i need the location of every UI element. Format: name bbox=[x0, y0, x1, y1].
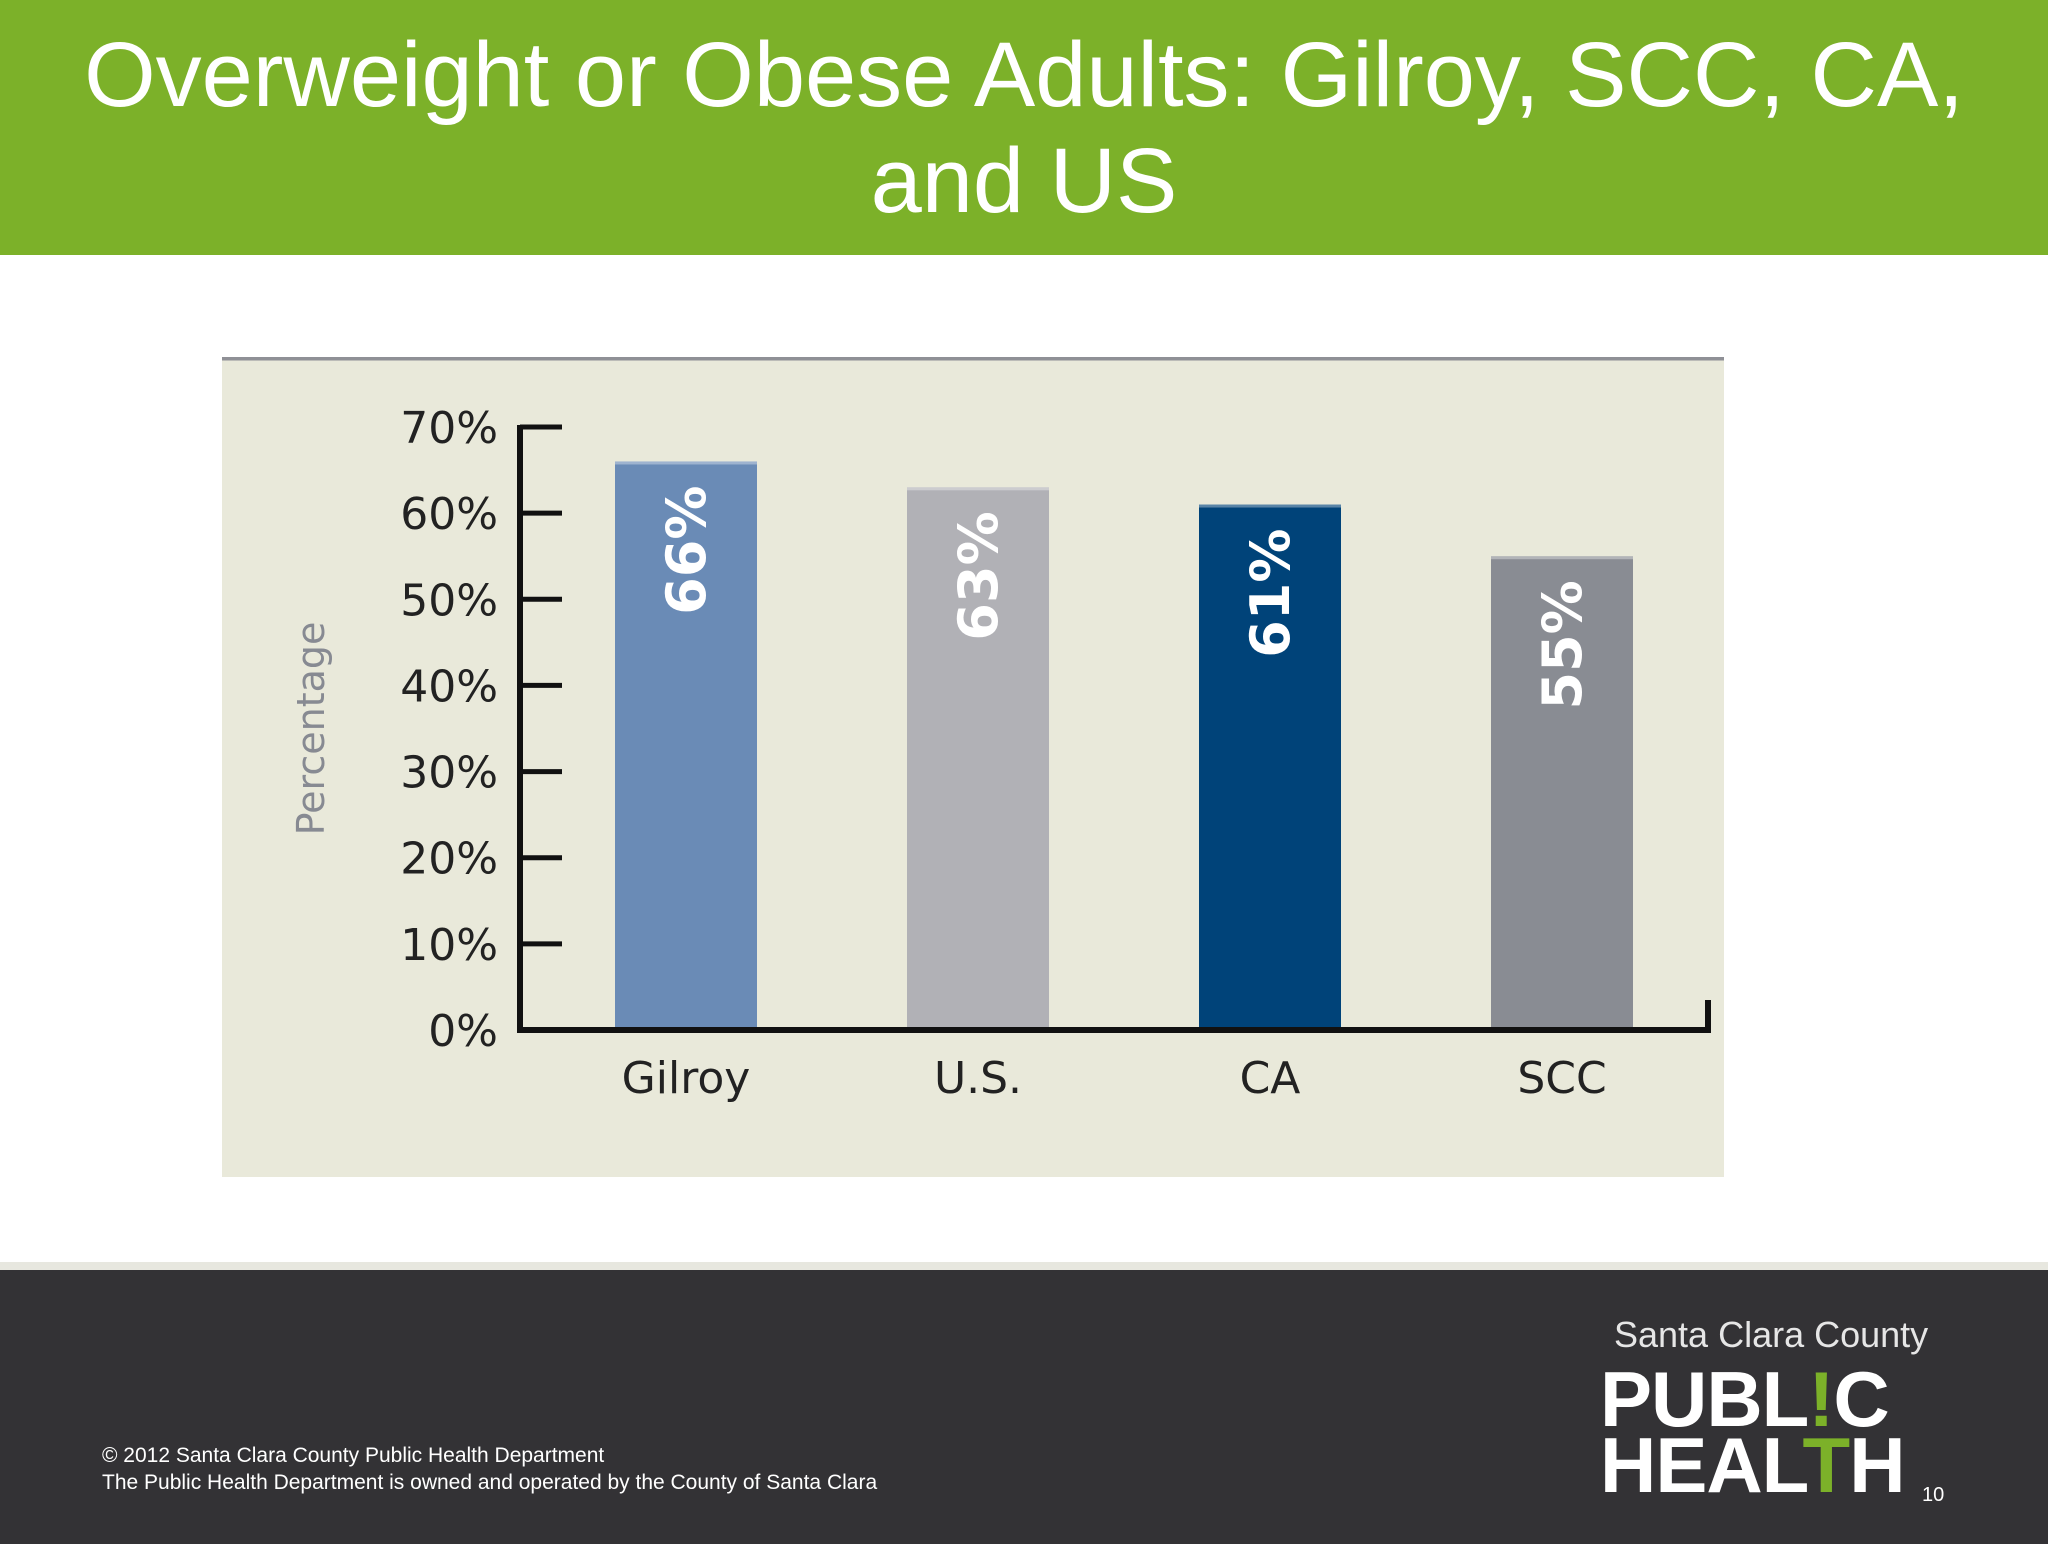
x-tick-label: Gilroy bbox=[622, 1053, 751, 1104]
bar-highlight bbox=[1491, 556, 1633, 560]
y-tick-label: 0% bbox=[428, 1006, 498, 1057]
slide-title: Overweight or Obese Adults: Gilroy, SCC,… bbox=[84, 23, 1964, 232]
x-tick-label: CA bbox=[1240, 1053, 1301, 1104]
bar-data-label: 61% bbox=[1239, 529, 1302, 658]
bar-us bbox=[907, 487, 1049, 1030]
bar-gilroy bbox=[615, 461, 757, 1030]
x-tick-label: U.S. bbox=[934, 1053, 1022, 1104]
footer-text: © 2012 Santa Clara County Public Health … bbox=[102, 1442, 877, 1496]
logo-health-accent: T bbox=[1802, 1421, 1851, 1509]
footer-note: The Public Health Department is owned an… bbox=[102, 1471, 878, 1494]
y-tick-label: 20% bbox=[400, 834, 498, 885]
y-tick-label: 10% bbox=[400, 920, 498, 971]
y-tick-label: 40% bbox=[400, 661, 498, 712]
y-tick-label: 60% bbox=[400, 489, 498, 540]
slide-header: Overweight or Obese Adults: Gilroy, SCC,… bbox=[0, 0, 2048, 255]
page-number: 10 bbox=[1922, 1484, 1945, 1506]
logo-health-word: HEALTH bbox=[1600, 1426, 1906, 1504]
y-axis-title: Percentage bbox=[289, 622, 333, 836]
public-health-logo: Santa Clara County PUBL!C HEALTH bbox=[1600, 1314, 1960, 1514]
bar-highlight bbox=[615, 461, 757, 465]
bar-highlight bbox=[907, 487, 1049, 491]
logo-public-right: C bbox=[1833, 1355, 1889, 1443]
logo-county-text: Santa Clara County bbox=[1614, 1314, 1929, 1355]
bar-data-label: 63% bbox=[947, 511, 1010, 640]
y-tick-label: 30% bbox=[400, 748, 498, 799]
bar-ca bbox=[1199, 504, 1341, 1030]
logo-public-word: PUBL!C bbox=[1600, 1360, 1890, 1438]
logo-public-accent: ! bbox=[1808, 1355, 1834, 1443]
x-tick-label: SCC bbox=[1517, 1053, 1606, 1104]
bar-chart: 0% 10% 20% 30% 40% 50% 60% 70% Percentage 66% Gilr… bbox=[222, 357, 1724, 1104]
y-tick-label: 70% bbox=[400, 403, 498, 454]
footer: © 2012 Santa Clara County Public Health … bbox=[0, 1262, 2048, 1544]
footer-copyright: © 2012 Santa Clara County Public Health … bbox=[102, 1444, 605, 1467]
bar-highlight bbox=[1199, 504, 1341, 508]
bar-data-label: 66% bbox=[655, 485, 718, 614]
logo-health-right: H bbox=[1849, 1421, 1905, 1509]
chart-panel: 0% 10% 20% 30% 40% 50% 60% 70% Percentage 66% Gilr… bbox=[222, 357, 1724, 1177]
y-tick-label: 50% bbox=[400, 575, 498, 626]
logo-health-left: HEAL bbox=[1600, 1421, 1804, 1509]
bar-data-label: 55% bbox=[1531, 580, 1594, 709]
logo-public-left: PUBL bbox=[1600, 1355, 1809, 1443]
bar-scc bbox=[1491, 556, 1633, 1030]
